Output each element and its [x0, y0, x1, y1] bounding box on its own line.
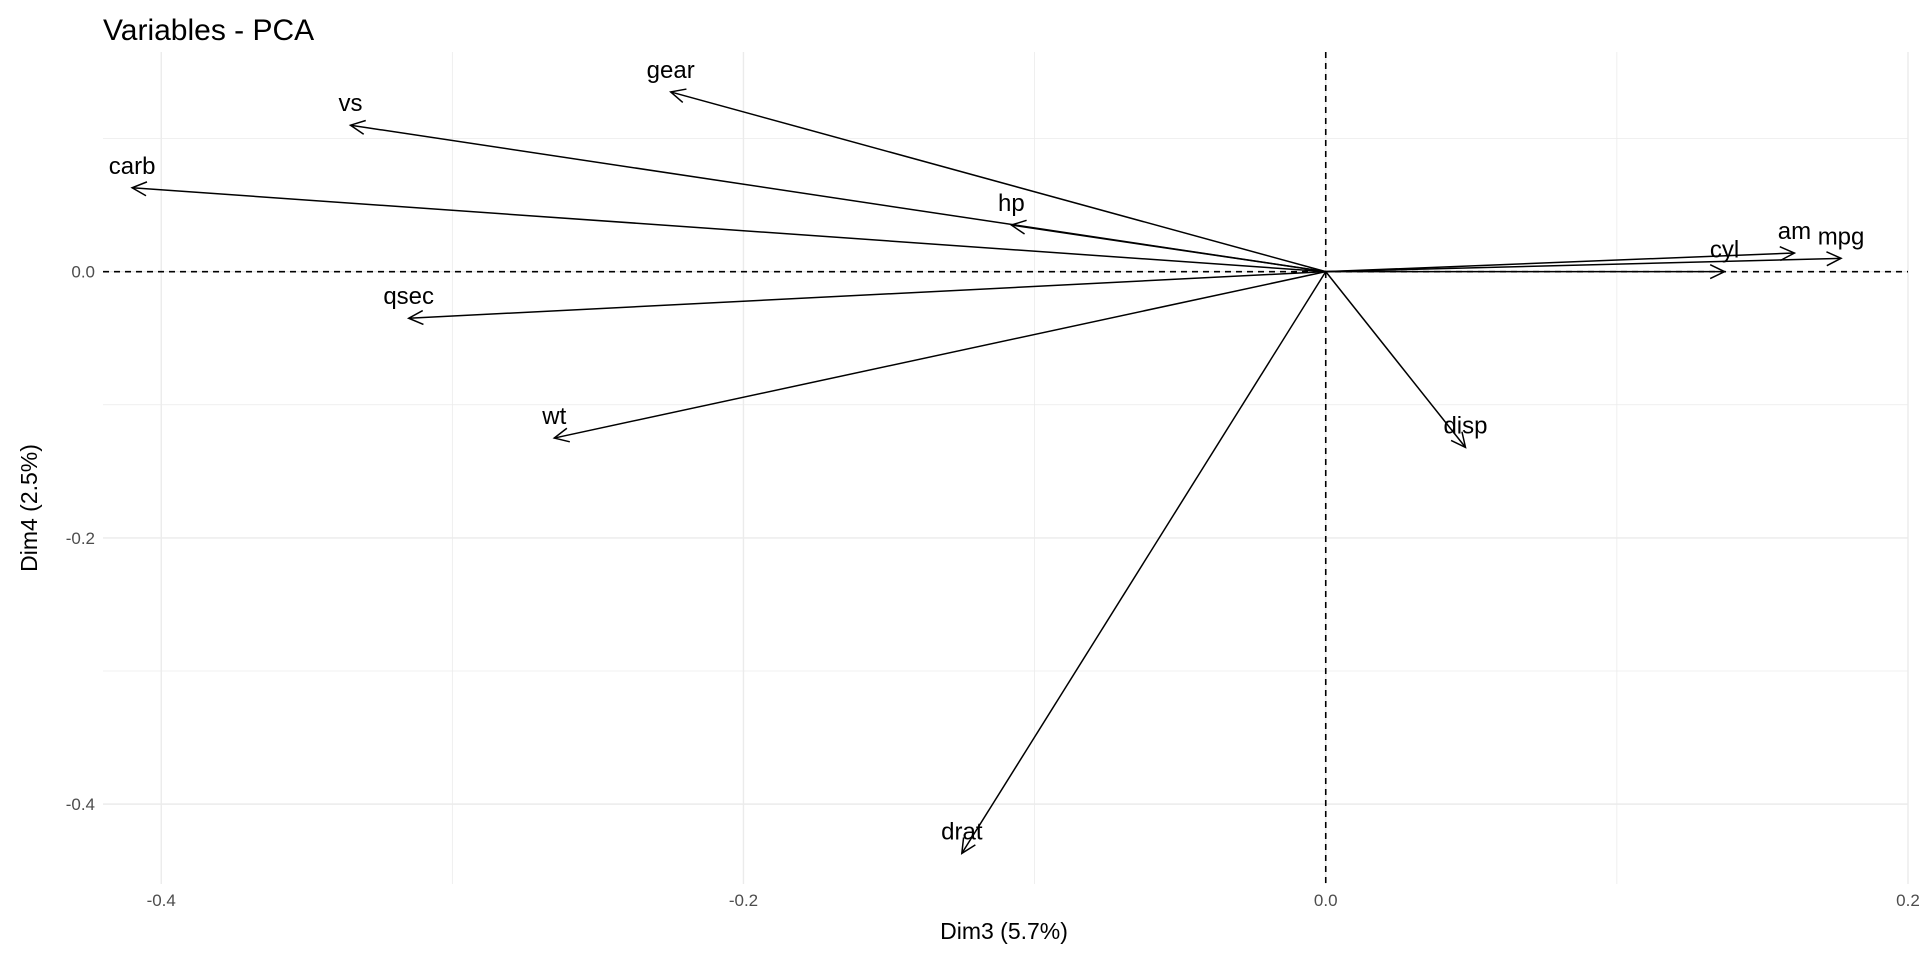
arrow-vs — [348, 119, 1326, 273]
arrow-drat — [960, 271, 1327, 855]
arrow-carb — [130, 181, 1326, 273]
axis-ticks: -0.4 -0.2 0.0 0.2 0.0 -0.2 -0.4 — [66, 263, 1920, 910]
x-tick-label: 0.0 — [1314, 891, 1338, 910]
variable-label-gear: gear — [647, 57, 695, 84]
variable-label-am: am — [1778, 218, 1811, 245]
variable-arrows — [130, 88, 1843, 855]
variable-label-mpg: mpg — [1818, 223, 1865, 250]
variable-labels: mpg cyl disp hp drat wt qsec vs am gear carb — [109, 57, 1865, 845]
arrow-am — [1325, 245, 1797, 273]
arrow-cyl — [1325, 264, 1727, 280]
chart-title: Variables - PCA — [103, 14, 314, 47]
arrow-mpg — [1325, 251, 1843, 273]
variable-label-wt: wt — [541, 403, 566, 430]
y-tick-label: 0.0 — [71, 263, 95, 282]
variable-label-disp: disp — [1443, 412, 1487, 439]
x-tick-label: 0.2 — [1896, 891, 1920, 910]
arrow-disp — [1325, 271, 1467, 449]
x-axis-title: Dim3 (5.7%) — [940, 918, 1068, 944]
arrow-wt — [552, 270, 1326, 443]
variable-label-carb: carb — [109, 153, 156, 180]
arrow-qsec — [406, 270, 1326, 326]
x-tick-label: -0.2 — [729, 891, 758, 910]
arrow-gear — [669, 88, 1326, 273]
y-axis-title: Dim4 (2.5%) — [16, 444, 42, 572]
y-tick-label: -0.4 — [66, 795, 95, 814]
grid — [103, 52, 1909, 884]
variable-label-cyl: cyl — [1710, 237, 1739, 264]
x-tick-label: -0.4 — [147, 891, 176, 910]
variable-label-qsec: qsec — [383, 283, 434, 310]
variable-label-hp: hp — [998, 190, 1025, 217]
variable-label-vs: vs — [338, 90, 362, 117]
reference-lines — [103, 52, 1908, 884]
variable-label-drat: drat — [941, 818, 983, 845]
y-tick-label: -0.2 — [66, 529, 95, 548]
